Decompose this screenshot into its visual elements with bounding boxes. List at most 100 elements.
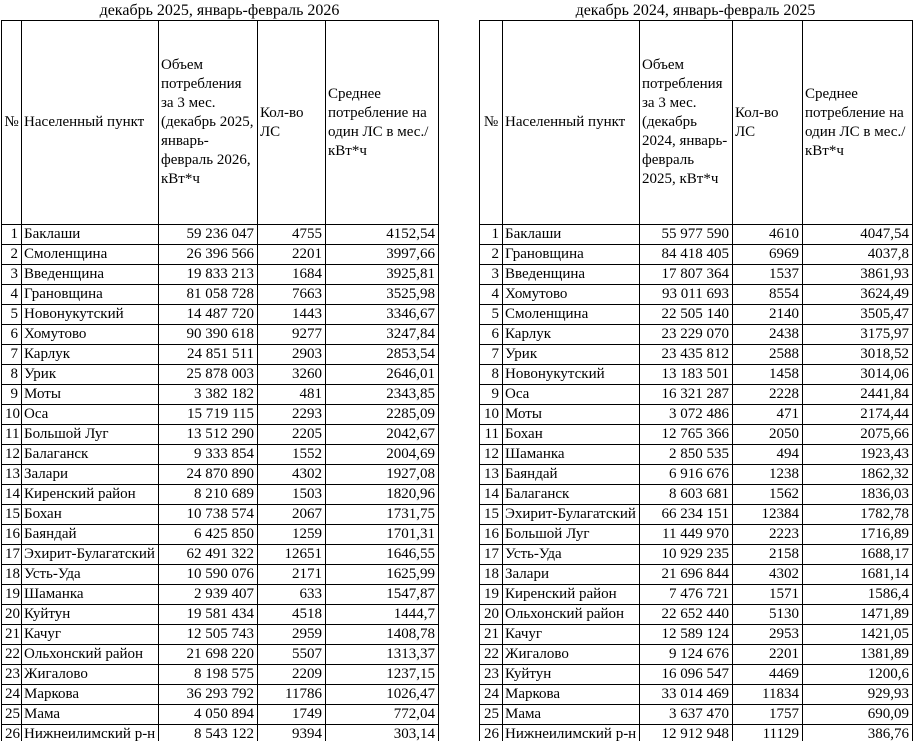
row-number: 7 bbox=[479, 344, 503, 365]
account-count: 1684 bbox=[257, 264, 326, 285]
account-count: 1757 bbox=[732, 704, 803, 725]
account-count: 2201 bbox=[257, 244, 326, 265]
table-row: 23 Жигалово 8 198 575 2209 1237,15 bbox=[1, 664, 439, 685]
account-count: 5507 bbox=[257, 644, 326, 665]
row-number: 8 bbox=[479, 364, 503, 385]
row-number: 22 bbox=[1, 644, 22, 665]
account-count: 11129 bbox=[732, 724, 803, 741]
account-count: 2140 bbox=[732, 304, 803, 325]
settlement-name: Урик bbox=[502, 344, 640, 365]
volume-value: 10 738 574 bbox=[158, 504, 258, 525]
volume-value: 3 072 486 bbox=[639, 404, 733, 425]
avg-consumption: 1731,75 bbox=[325, 504, 439, 525]
settlement-name: Моты bbox=[21, 384, 159, 405]
table-row: 4 Хомутово 93 011 693 8554 3624,49 bbox=[479, 284, 913, 305]
row-number: 20 bbox=[479, 604, 503, 625]
volume-value: 6 916 676 bbox=[639, 464, 733, 485]
avg-consumption: 3247,84 bbox=[325, 324, 439, 345]
volume-value: 7 476 721 bbox=[639, 584, 733, 605]
avg-consumption: 1547,87 bbox=[325, 584, 439, 605]
row-number: 1 bbox=[1, 224, 22, 245]
avg-consumption: 2343,85 bbox=[325, 384, 439, 405]
volume-value: 13 512 290 bbox=[158, 424, 258, 445]
avg-consumption: 1688,17 bbox=[802, 544, 913, 565]
settlement-name: Новонукутский bbox=[502, 364, 640, 385]
row-number: 5 bbox=[479, 304, 503, 325]
volume-value: 17 807 364 bbox=[639, 264, 733, 285]
account-count: 2205 bbox=[257, 424, 326, 445]
volume-value: 66 234 151 bbox=[639, 504, 733, 525]
volume-value: 14 487 720 bbox=[158, 304, 258, 325]
settlement-name: Киренский район bbox=[502, 584, 640, 605]
settlement-name: Введенщина bbox=[502, 264, 640, 285]
table-row: 2 Грановщина 84 418 405 6969 4037,8 bbox=[479, 244, 913, 265]
settlement-name: Хомутово bbox=[502, 284, 640, 305]
volume-value: 12 765 366 bbox=[639, 424, 733, 445]
settlement-name: Грановщина bbox=[21, 284, 159, 305]
table-row: 14 Балаганск 8 603 681 1562 1836,03 bbox=[479, 484, 913, 505]
row-number: 6 bbox=[479, 324, 503, 345]
column-header-volume: Объем потребления за 3 мес. (декабрь 202… bbox=[639, 20, 733, 225]
row-number: 15 bbox=[1, 504, 22, 525]
row-number: 4 bbox=[479, 284, 503, 305]
row-number: 13 bbox=[479, 464, 503, 485]
settlement-name: Грановщина bbox=[502, 244, 640, 265]
avg-consumption: 1681,14 bbox=[802, 564, 913, 585]
table-row: 11 Бохан 12 765 366 2050 2075,66 bbox=[479, 424, 913, 445]
table-row: 1 Баклаши 59 236 047 4755 4152,54 bbox=[1, 224, 439, 245]
account-count: 2067 bbox=[257, 504, 326, 525]
settlement-name: Жигалово bbox=[21, 664, 159, 685]
settlement-name: Баяндай bbox=[502, 464, 640, 485]
row-number: 21 bbox=[1, 624, 22, 645]
row-number: 11 bbox=[479, 424, 503, 445]
column-header-settlement: Населенный пункт bbox=[21, 20, 159, 225]
avg-consumption: 1646,55 bbox=[325, 544, 439, 565]
volume-value: 2 939 407 bbox=[158, 584, 258, 605]
account-count: 2438 bbox=[732, 324, 803, 345]
account-count: 4755 bbox=[257, 224, 326, 245]
account-count: 2158 bbox=[732, 544, 803, 565]
row-number: 23 bbox=[479, 664, 503, 685]
avg-consumption: 1381,89 bbox=[802, 644, 913, 665]
consumption-table-2024-2025: декабрь 2024, январь-февраль 2025 № Насе… bbox=[479, 1, 913, 741]
row-number: 3 bbox=[1, 264, 22, 285]
row-number: 23 bbox=[1, 664, 22, 685]
avg-consumption: 1820,96 bbox=[325, 484, 439, 505]
volume-value: 25 878 003 bbox=[158, 364, 258, 385]
table-row: 1 Баклаши 55 977 590 4610 4047,54 bbox=[479, 224, 913, 245]
volume-value: 23 229 070 bbox=[639, 324, 733, 345]
avg-consumption: 386,76 bbox=[802, 724, 913, 741]
avg-consumption: 2285,09 bbox=[325, 404, 439, 425]
column-header-number: № bbox=[479, 20, 503, 225]
account-count: 2171 bbox=[257, 564, 326, 585]
settlement-name: Баяндай bbox=[21, 524, 159, 545]
account-count: 1552 bbox=[257, 444, 326, 465]
table-row: 12 Шаманка 2 850 535 494 1923,43 bbox=[479, 444, 913, 465]
avg-consumption: 1408,78 bbox=[325, 624, 439, 645]
row-number: 17 bbox=[479, 544, 503, 565]
avg-consumption: 3925,81 bbox=[325, 264, 439, 285]
table-row: 20 Ольхонский район 22 652 440 5130 1471,89 bbox=[479, 604, 913, 625]
volume-value: 81 058 728 bbox=[158, 284, 258, 305]
account-count: 481 bbox=[257, 384, 326, 405]
settlement-name: Эхирит-Булагатский bbox=[21, 544, 159, 565]
table-row: 15 Бохан 10 738 574 2067 1731,75 bbox=[1, 504, 439, 525]
row-number: 16 bbox=[1, 524, 22, 545]
header-row: № Населенный пункт Объем потребления за … bbox=[479, 20, 913, 225]
volume-value: 62 491 322 bbox=[158, 544, 258, 565]
volume-value: 21 698 220 bbox=[158, 644, 258, 665]
account-count: 471 bbox=[732, 404, 803, 425]
settlement-name: Новонукутский bbox=[21, 304, 159, 325]
avg-consumption: 2853,54 bbox=[325, 344, 439, 365]
avg-consumption: 3861,93 bbox=[802, 264, 913, 285]
table-row: 12 Балаганск 9 333 854 1552 2004,69 bbox=[1, 444, 439, 465]
volume-value: 90 390 618 bbox=[158, 324, 258, 345]
table-row: 23 Куйтун 16 096 547 4469 1200,6 bbox=[479, 664, 913, 685]
volume-value: 8 198 575 bbox=[158, 664, 258, 685]
account-count: 2959 bbox=[257, 624, 326, 645]
row-number: 25 bbox=[1, 704, 22, 725]
volume-value: 3 382 182 bbox=[158, 384, 258, 405]
column-header-average: Среднее потребление на один ЛС в мес./кВ… bbox=[325, 20, 439, 225]
table-row: 13 Залари 24 870 890 4302 1927,08 bbox=[1, 464, 439, 485]
